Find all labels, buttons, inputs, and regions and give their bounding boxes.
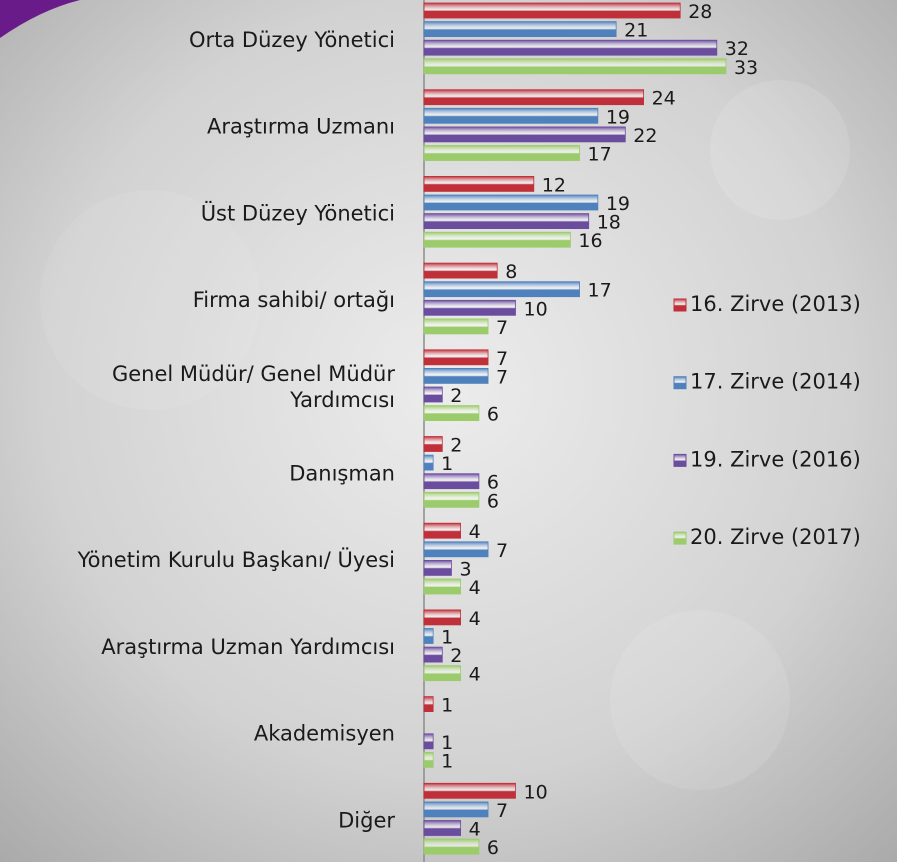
bar	[424, 387, 442, 402]
value-label: 2	[450, 645, 462, 667]
bar	[424, 214, 589, 229]
value-label: 10	[524, 298, 548, 320]
value-label: 4	[469, 577, 481, 599]
value-label: 7	[496, 800, 508, 822]
bar	[424, 263, 497, 278]
value-label: 10	[524, 781, 548, 803]
value-label: 4	[469, 521, 481, 543]
bar	[424, 319, 488, 334]
bar	[424, 127, 625, 142]
bar	[424, 647, 442, 662]
bar	[424, 579, 461, 594]
value-label: 1	[441, 750, 453, 772]
value-label: 4	[469, 664, 481, 686]
value-label: 17	[588, 144, 612, 166]
bar	[424, 666, 461, 681]
value-label: 8	[505, 261, 517, 283]
legend-label: 16. Zirve (2013)	[690, 292, 861, 316]
category-label: Orta Düzey Yönetici	[189, 28, 395, 52]
page: Orta Düzey Yönetici28213233Araştırma Uzm…	[0, 0, 897, 862]
category-label: Üst Düzey Yönetici	[201, 200, 395, 225]
category-label: Diğer	[338, 808, 395, 832]
decor	[710, 80, 850, 220]
value-label: 24	[652, 88, 676, 110]
value-label: 7	[496, 540, 508, 562]
bar	[424, 195, 598, 210]
bar	[424, 59, 726, 74]
bar	[424, 839, 479, 854]
bar	[424, 232, 570, 247]
bar	[424, 437, 442, 452]
bar	[424, 734, 433, 749]
value-label: 19	[606, 106, 630, 128]
value-label: 1	[441, 453, 453, 475]
legend-label: 17. Zirve (2014)	[690, 370, 861, 394]
legend-label: 20. Zirve (2017)	[690, 525, 861, 549]
category-label: Akademisyen	[254, 722, 395, 746]
category-label: Araştırma Uzman Yardımcısı	[101, 635, 395, 659]
value-label: 4	[469, 608, 481, 630]
value-label: 22	[633, 125, 657, 147]
bar	[424, 455, 433, 470]
bar	[424, 300, 516, 315]
value-label: 6	[487, 837, 499, 859]
bar	[424, 406, 479, 421]
bar	[424, 90, 644, 105]
bar	[424, 802, 488, 817]
chart: Orta Düzey Yönetici28213233Araştırma Uzm…	[0, 0, 897, 862]
bar	[424, 368, 488, 383]
value-label: 7	[496, 317, 508, 339]
value-label: 21	[624, 20, 648, 42]
value-label: 2	[450, 385, 462, 407]
value-label: 33	[734, 57, 758, 79]
category-label: Danışman	[289, 462, 395, 486]
bar	[424, 523, 461, 538]
legend-swatch	[674, 532, 686, 544]
bar	[424, 350, 488, 365]
bar	[424, 492, 479, 507]
bar	[424, 22, 616, 37]
bar	[424, 783, 516, 798]
bar	[424, 146, 580, 161]
value-label: 12	[542, 174, 566, 196]
category-label: Araştırma Uzmanı	[207, 115, 395, 139]
decor	[610, 610, 790, 790]
category-label: Firma sahibi/ ortağı	[193, 288, 395, 312]
value-label: 16	[578, 230, 602, 252]
bar	[424, 3, 680, 18]
bar	[424, 821, 461, 836]
bar	[424, 282, 580, 297]
bar	[424, 542, 488, 557]
value-label: 1	[441, 695, 453, 717]
bar	[424, 560, 451, 575]
legend-label: 19. Zirve (2016)	[690, 447, 861, 471]
value-label: 6	[487, 490, 499, 512]
legend-swatch	[674, 299, 686, 311]
bar	[424, 474, 479, 489]
bar	[424, 176, 534, 191]
value-label: 6	[487, 404, 499, 426]
bar	[424, 629, 433, 644]
value-label: 4	[469, 819, 481, 841]
bar	[424, 108, 598, 123]
value-label: 17	[588, 280, 612, 302]
legend-swatch	[674, 454, 686, 466]
bar	[424, 610, 461, 625]
category-label: Yönetim Kurulu Başkanı/ Üyesi	[77, 547, 395, 572]
legend-swatch	[674, 377, 686, 389]
value-label: 28	[688, 1, 712, 23]
bar	[424, 697, 433, 712]
bar	[424, 40, 717, 55]
bar	[424, 752, 433, 767]
value-label: 7	[496, 366, 508, 388]
